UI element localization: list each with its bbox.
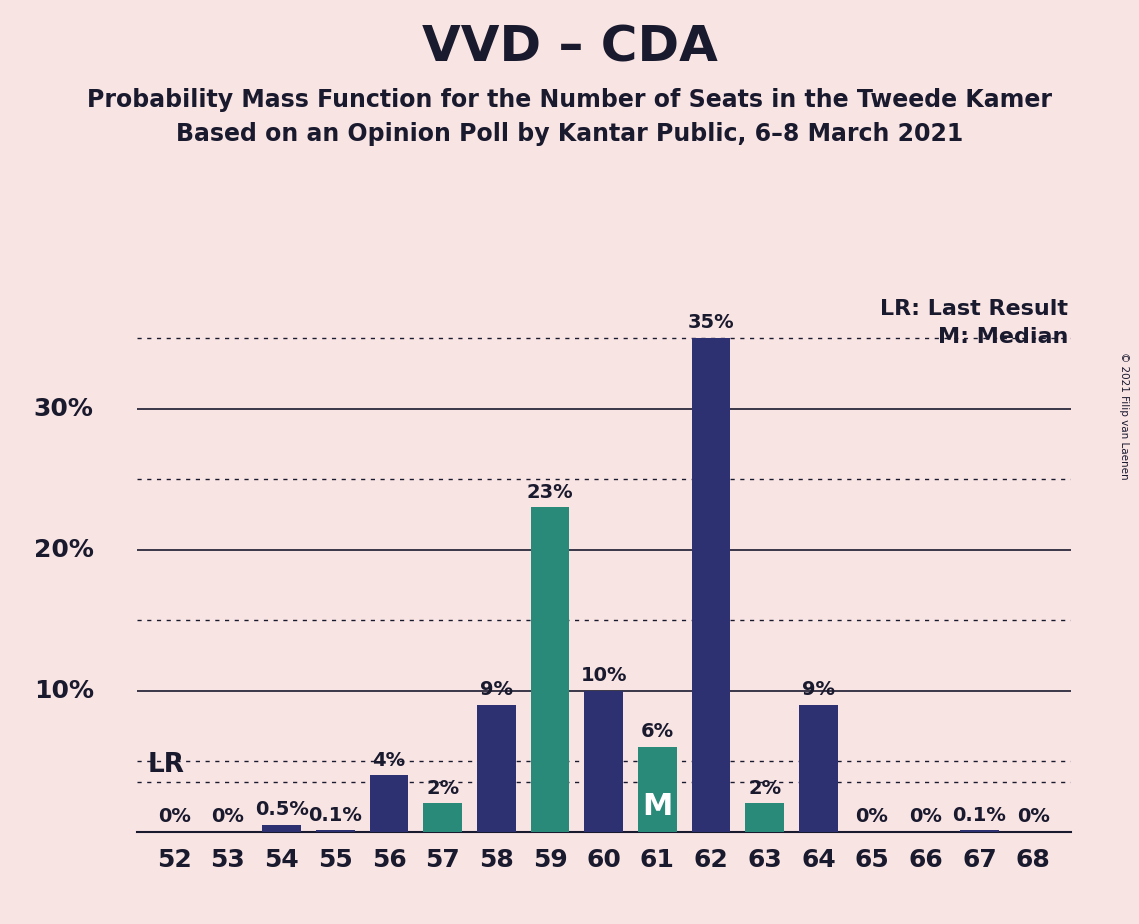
Text: 10%: 10% [581, 666, 626, 685]
Bar [800, 705, 837, 832]
Text: 0.5%: 0.5% [255, 800, 309, 819]
Text: VVD – CDA: VVD – CDA [421, 23, 718, 71]
Text: LR: LR [147, 752, 185, 778]
Text: M: M [642, 792, 672, 821]
Text: 2%: 2% [426, 779, 459, 797]
Text: 0.1%: 0.1% [952, 806, 1007, 824]
Text: 23%: 23% [526, 482, 573, 502]
Text: Probability Mass Function for the Number of Seats in the Tweede Kamer: Probability Mass Function for the Number… [87, 88, 1052, 112]
Text: 30%: 30% [34, 396, 93, 420]
Bar [691, 338, 730, 832]
Text: 0%: 0% [1017, 807, 1049, 826]
Bar [477, 705, 516, 832]
Bar [745, 803, 784, 832]
Text: 9%: 9% [802, 680, 835, 699]
Bar [960, 830, 999, 832]
Bar [531, 507, 570, 832]
Text: Based on an Opinion Poll by Kantar Public, 6–8 March 2021: Based on an Opinion Poll by Kantar Publi… [175, 122, 964, 146]
Bar [638, 747, 677, 832]
Bar [262, 824, 301, 832]
Text: 6%: 6% [641, 723, 674, 741]
Bar [424, 803, 462, 832]
Text: © 2021 Filip van Laenen: © 2021 Filip van Laenen [1120, 352, 1129, 480]
Text: 0%: 0% [855, 807, 888, 826]
Bar [584, 690, 623, 832]
Text: 0%: 0% [909, 807, 942, 826]
Text: 0%: 0% [212, 807, 245, 826]
Text: LR: Last Result: LR: Last Result [880, 298, 1068, 319]
Text: 4%: 4% [372, 750, 405, 770]
Bar [316, 830, 354, 832]
Text: 9%: 9% [480, 680, 513, 699]
Bar [370, 775, 408, 832]
Text: 2%: 2% [748, 779, 781, 797]
Text: 0%: 0% [158, 807, 190, 826]
Text: 20%: 20% [34, 538, 93, 562]
Text: M: Median: M: Median [937, 327, 1068, 346]
Text: 35%: 35% [688, 313, 735, 333]
Text: 0.1%: 0.1% [309, 806, 362, 824]
Text: 10%: 10% [34, 678, 93, 702]
